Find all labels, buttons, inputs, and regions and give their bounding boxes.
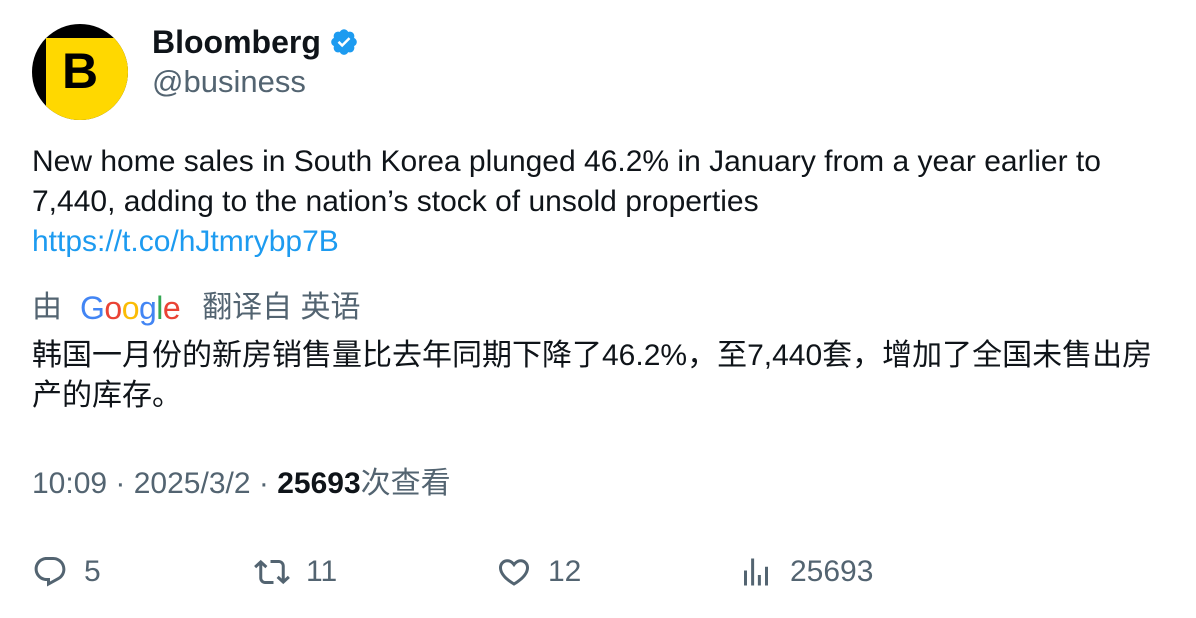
action-bar: 5 11 12 25693 — [32, 550, 1172, 594]
tweet-body: New home sales in South Korea plunged 46… — [32, 145, 1101, 218]
tweet-link[interactable]: https://t.co/hJtmrybp7B — [32, 225, 339, 258]
translated-text: 韩国一月份的新房销售量比去年同期下降了46.2%，至7,440套，增加了全国未售… — [32, 339, 1153, 412]
tweet-time[interactable]: 10:09 — [32, 467, 108, 500]
avatar[interactable]: B — [32, 24, 128, 120]
views-count: 25693 — [277, 467, 361, 500]
like-button[interactable]: 12 — [496, 550, 581, 594]
translation-attribution: 由 Google 翻译自 英语 — [32, 288, 361, 328]
analytics-icon — [744, 558, 768, 586]
like-count: 12 — [548, 555, 582, 588]
author-name[interactable]: Bloomberg — [152, 24, 321, 60]
tweet-date[interactable]: 2025/3/2 — [133, 467, 251, 500]
reply-button[interactable]: 5 — [32, 550, 101, 594]
retweet-button[interactable]: 11 — [254, 550, 337, 594]
avatar-logo-bg — [46, 38, 128, 120]
tweet-meta: 10:09 · 2025/3/2 · 25693次查看 — [32, 464, 451, 504]
views-action-count: 25693 — [790, 555, 874, 588]
reply-icon — [34, 557, 66, 587]
views-label: 次查看 — [360, 467, 451, 500]
author-name-row: Bloomberg — [152, 22, 359, 62]
meta-separator: · — [107, 467, 134, 500]
translation-source-language: 翻译自 英语 — [202, 291, 361, 324]
retweet-icon — [254, 559, 290, 585]
reply-count: 5 — [84, 555, 101, 588]
translation-prefix: 由 — [32, 291, 62, 324]
verified-badge-icon — [331, 29, 357, 55]
author-handle[interactable]: @business — [152, 64, 306, 99]
meta-separator: · — [250, 467, 278, 500]
heart-icon — [498, 559, 530, 586]
views-button[interactable]: 25693 — [738, 550, 873, 594]
avatar-logo-letter: B — [62, 43, 99, 99]
retweet-count: 11 — [306, 555, 338, 588]
google-logo: Google — [80, 290, 181, 326]
tweet-text: New home sales in South Korea plunged 46… — [32, 142, 1162, 262]
